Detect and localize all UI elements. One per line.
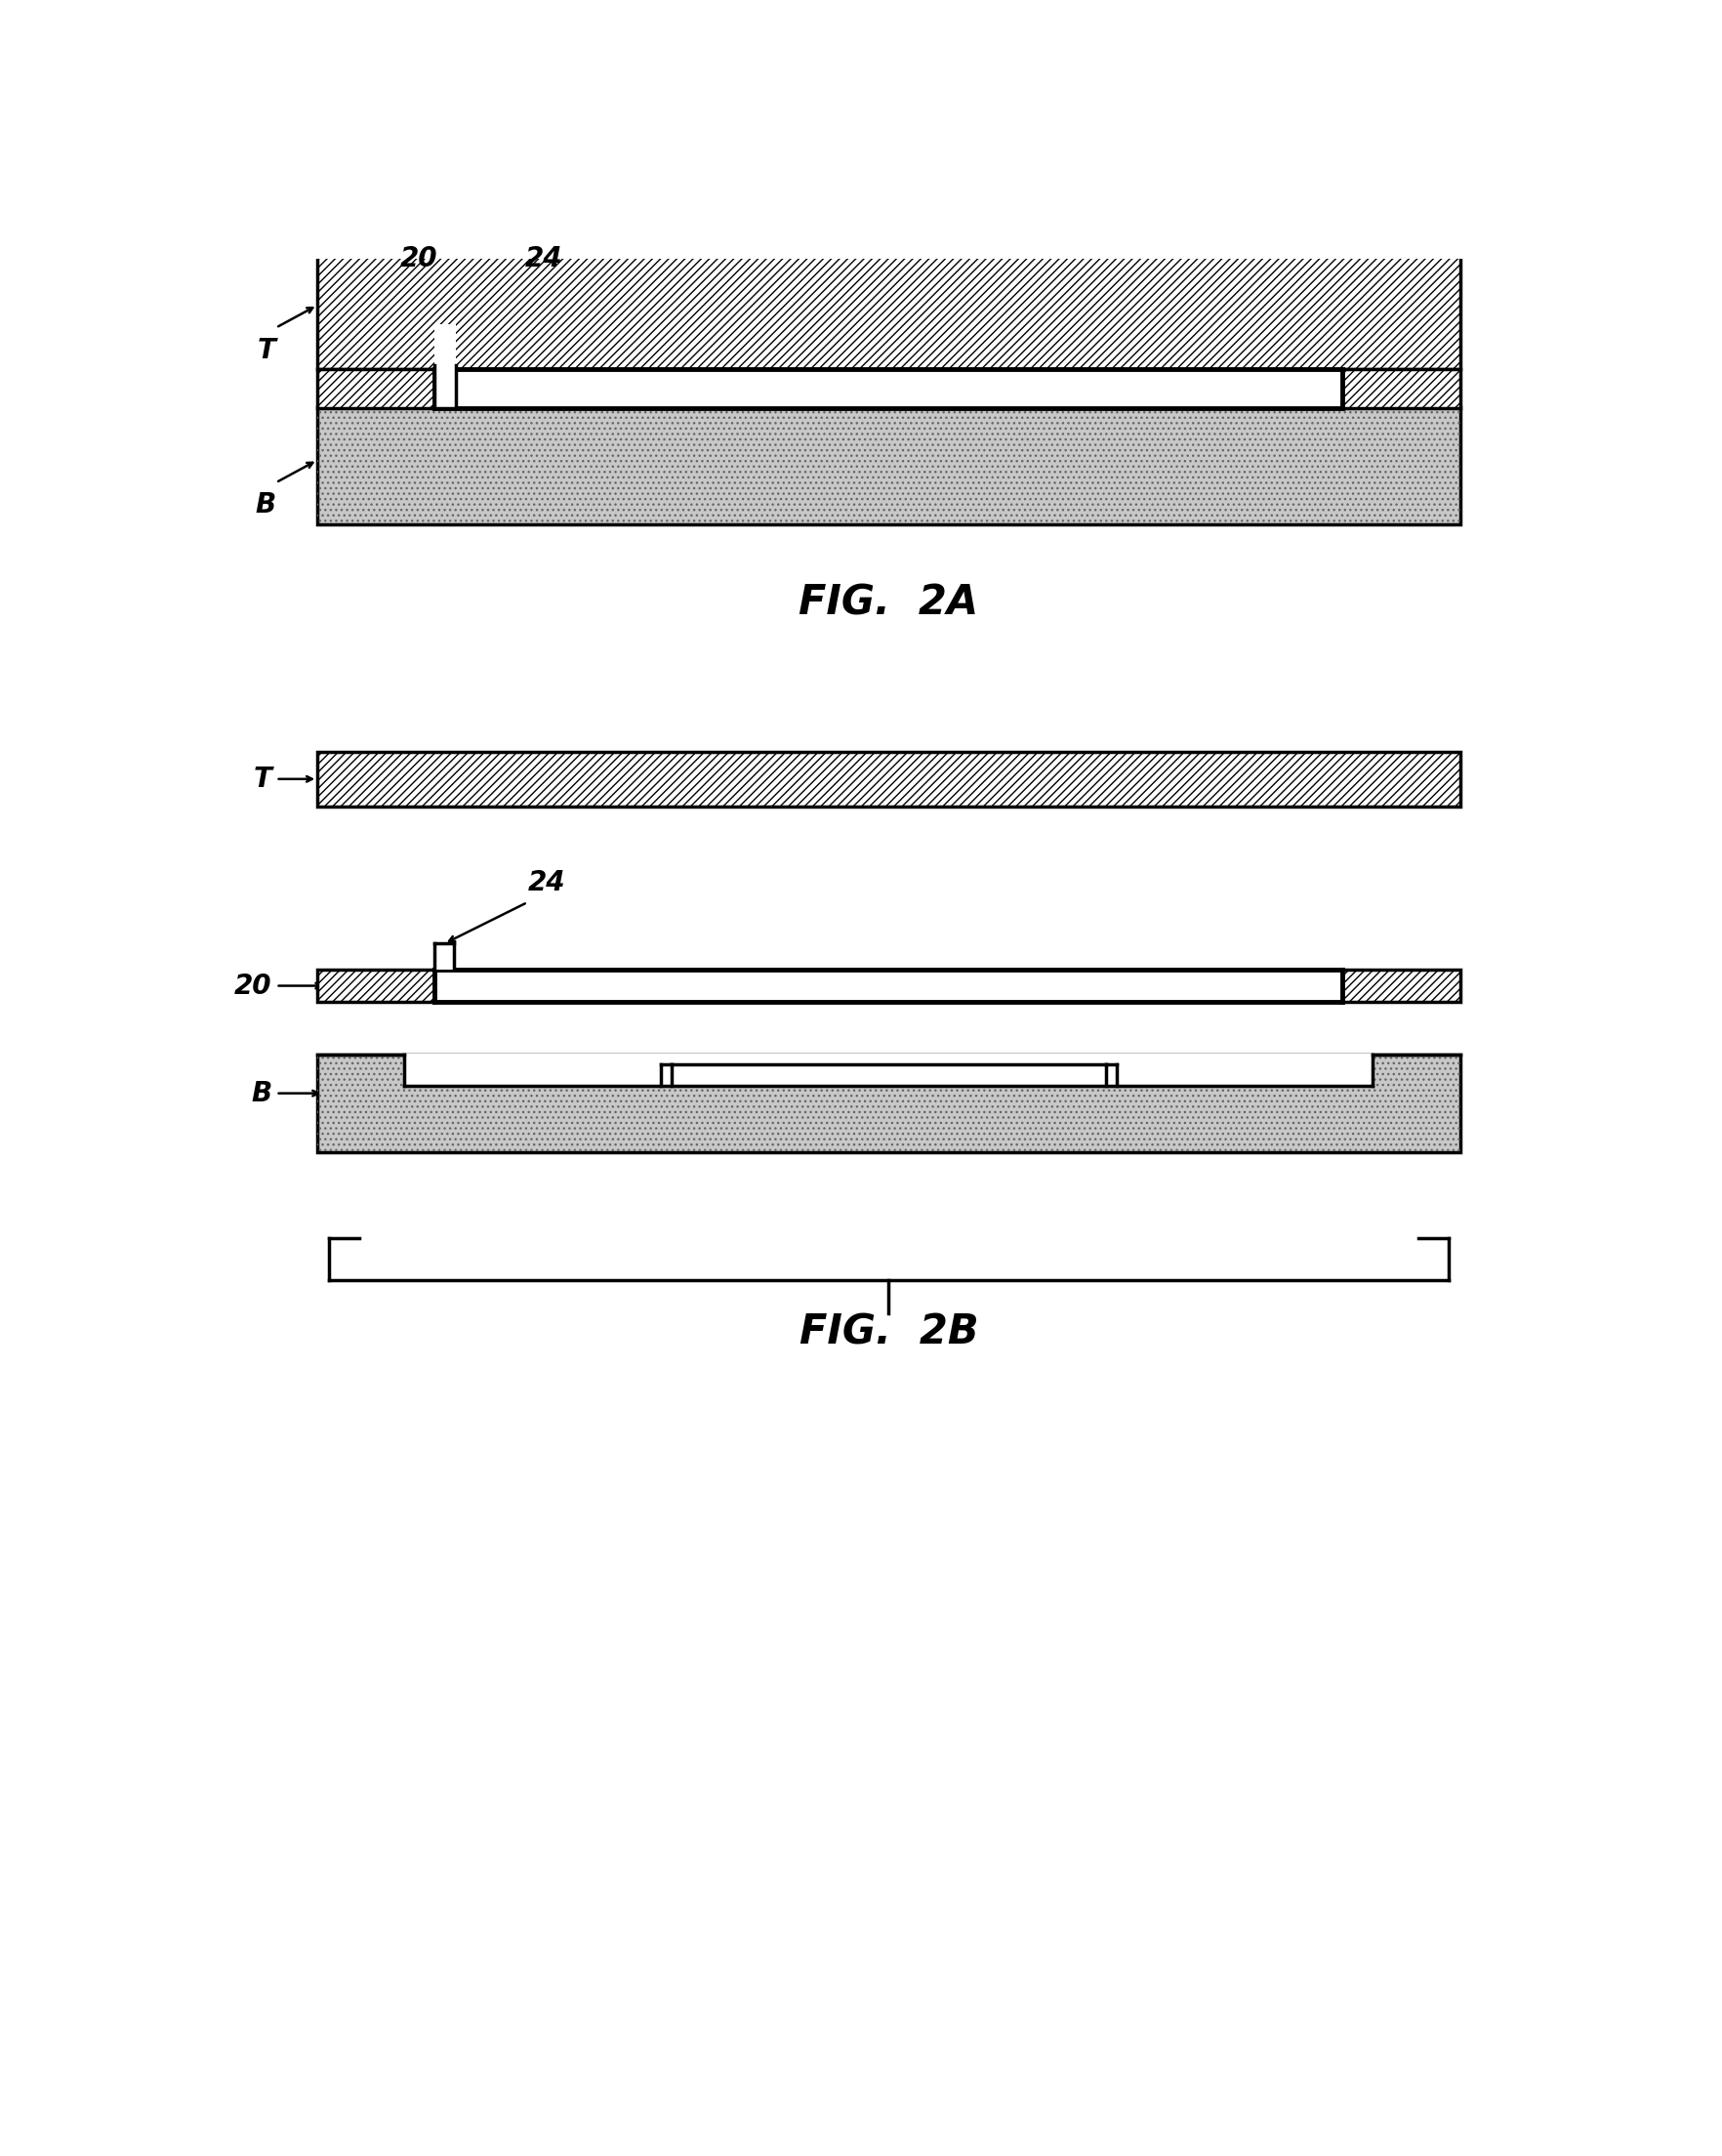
Text: B: B — [255, 492, 276, 520]
Bar — [317, 752, 1459, 806]
Bar — [317, 407, 1459, 524]
Bar — [317, 752, 1459, 806]
Text: FIG.  2B: FIG. 2B — [799, 1311, 978, 1354]
Bar — [1341, 970, 1459, 1003]
Bar — [317, 407, 1459, 524]
Bar — [434, 323, 456, 407]
Text: T: T — [253, 765, 272, 793]
Text: 20: 20 — [400, 246, 437, 274]
Bar — [317, 369, 434, 407]
Bar — [317, 970, 434, 1003]
Bar — [317, 252, 1459, 369]
Text: 24: 24 — [525, 246, 561, 274]
Bar — [1341, 369, 1459, 407]
Bar — [434, 369, 1341, 407]
Bar — [434, 944, 453, 970]
Text: 24: 24 — [527, 869, 565, 897]
Text: 20: 20 — [234, 972, 272, 1000]
Bar — [317, 252, 1459, 369]
Bar — [317, 1054, 1459, 1151]
Bar — [405, 1054, 1372, 1087]
Text: T: T — [257, 336, 276, 364]
Bar — [1341, 970, 1459, 1003]
Text: FIG.  2A: FIG. 2A — [799, 582, 978, 623]
Bar — [317, 970, 434, 1003]
Text: B: B — [251, 1080, 272, 1106]
Bar — [434, 970, 1341, 1003]
Bar — [317, 1054, 1459, 1151]
Bar — [317, 369, 434, 407]
Bar — [1341, 369, 1459, 407]
